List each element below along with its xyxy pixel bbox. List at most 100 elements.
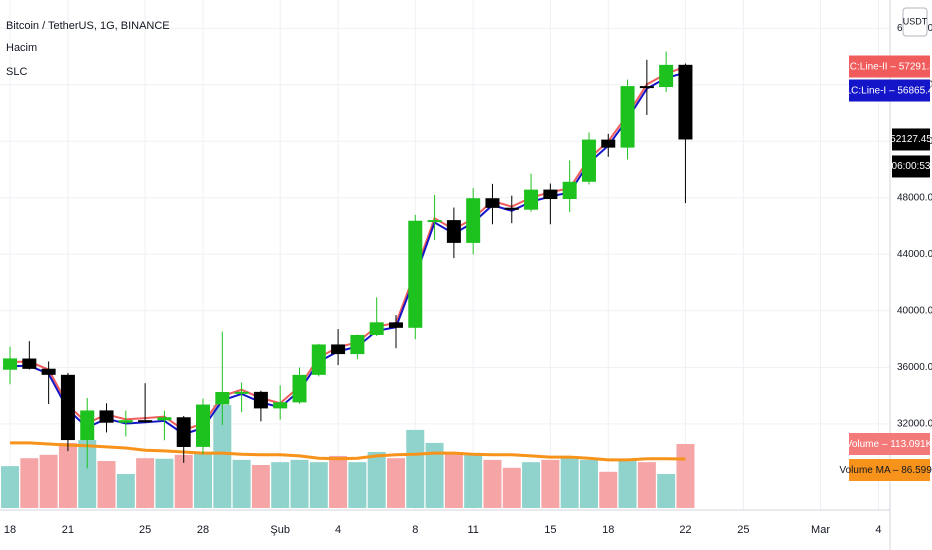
series-label: SLC:Line-II – 57291.82 xyxy=(838,61,932,72)
volume-bar xyxy=(657,474,676,508)
volume-bar xyxy=(290,459,309,508)
candle-body xyxy=(485,198,500,208)
last-price-box xyxy=(892,128,930,151)
x-tick-label: 25 xyxy=(139,524,151,536)
currency-box[interactable] xyxy=(902,7,928,37)
candle-body xyxy=(253,391,268,409)
last-price: 52127.45 xyxy=(890,134,932,145)
volume-bar xyxy=(541,459,560,508)
candle-body xyxy=(331,344,346,355)
candle-body xyxy=(60,374,75,441)
volume-bar xyxy=(637,462,656,508)
volume-bar xyxy=(676,443,695,508)
series-label-part: 56865.41 xyxy=(897,85,932,96)
x-tick-label: 28 xyxy=(197,524,209,536)
candle-body xyxy=(292,374,307,403)
y-tick-label: 32000.00 xyxy=(897,418,932,429)
candle-body xyxy=(138,420,153,423)
volume-label-box xyxy=(849,432,930,455)
y-tick-label: 40000.00 xyxy=(897,305,932,316)
candle-pane xyxy=(3,51,693,469)
candle-body xyxy=(22,358,37,369)
volume-bar xyxy=(579,459,598,508)
volume-ma-label-part: 86.599K xyxy=(901,465,932,476)
volume-bar xyxy=(444,451,463,508)
volume-bar xyxy=(329,455,348,508)
candle-body xyxy=(3,358,18,370)
candle-body xyxy=(562,181,577,200)
volume-bar xyxy=(367,451,386,508)
volume-bar xyxy=(618,459,637,508)
candle-body xyxy=(659,64,674,88)
series-label-part: SLC:Line-II xyxy=(838,61,888,72)
volume-bar xyxy=(116,474,135,508)
volume-bar xyxy=(271,462,290,508)
x-tick-label: 8 xyxy=(412,524,418,536)
candle-body xyxy=(157,417,172,421)
x-tick-label: 22 xyxy=(679,524,691,536)
candle-body xyxy=(273,402,288,409)
volume-bar xyxy=(309,462,328,508)
x-tick-label: 11 xyxy=(467,524,478,536)
volume-bar xyxy=(58,442,77,508)
candle-body xyxy=(581,139,596,182)
x-tick-label: Şub xyxy=(270,524,290,536)
volume-bar xyxy=(406,429,425,508)
chart-title: Bitcoin / TetherUS, 1G, BINANCE xyxy=(6,20,170,32)
candle-body xyxy=(446,220,461,243)
volume-bar xyxy=(599,471,618,508)
candle-body xyxy=(388,322,403,328)
volume-bar xyxy=(232,459,251,508)
candle-body xyxy=(350,334,365,355)
candle-body xyxy=(80,410,95,441)
volume-bar xyxy=(20,458,39,508)
series-label: SLC:Line-I – 56865.41 xyxy=(839,85,932,96)
volume-pane xyxy=(1,404,695,508)
countdown: 06:00:53 xyxy=(892,161,931,172)
candle-body xyxy=(524,189,539,210)
price-labels: SLC:Line-II – 57291.82 SLC:Line-I – 56865… xyxy=(838,55,932,481)
volume-bar xyxy=(174,454,193,508)
currency[interactable]: USDT xyxy=(903,16,928,26)
x-tick-label: 21 xyxy=(62,524,74,536)
volume-bar xyxy=(39,454,58,508)
countdown-box xyxy=(892,155,930,178)
slc-line xyxy=(10,65,686,432)
volume-bar xyxy=(560,458,579,508)
candle-body xyxy=(311,344,326,375)
candle-body xyxy=(620,86,635,148)
indicator-name: SLC xyxy=(6,66,27,78)
candle-body xyxy=(41,368,56,375)
volume-bar xyxy=(155,458,174,508)
candle-body xyxy=(543,189,558,200)
candle-body xyxy=(466,198,481,243)
volume-bar xyxy=(251,464,270,508)
series-label-part: 57291.82 xyxy=(899,61,932,72)
volume-bar xyxy=(386,458,405,508)
volume-bar xyxy=(464,454,483,508)
candle-body xyxy=(99,410,114,423)
volume-ma-label-part: Volume MA xyxy=(840,465,891,476)
volume-bar xyxy=(213,404,232,508)
grid xyxy=(0,0,890,510)
y-tick-label: 44000.00 xyxy=(897,249,932,260)
volume-bar xyxy=(1,466,20,508)
candle-body xyxy=(215,392,230,405)
volume-ma-label-box xyxy=(849,458,930,481)
candle-body xyxy=(408,220,423,328)
candle-body xyxy=(234,391,249,394)
series-label-part: SLC:Line-I xyxy=(839,85,886,96)
volume-label: Volume – 113.091K xyxy=(846,439,932,450)
y-tick-label: 48000.00 xyxy=(897,192,932,203)
volume-bar xyxy=(194,451,213,508)
indicator-name: Hacim xyxy=(6,42,37,54)
candle-body xyxy=(504,207,519,210)
volume-bar xyxy=(522,462,541,508)
x-tick-label: 18 xyxy=(602,524,614,536)
x-tick-label: 4 xyxy=(875,524,881,536)
x-tick-label: 25 xyxy=(737,524,749,536)
volume-ma-label: Volume MA – 86.599K xyxy=(840,465,932,476)
candle-body xyxy=(639,86,654,89)
volume-bar xyxy=(483,459,502,508)
